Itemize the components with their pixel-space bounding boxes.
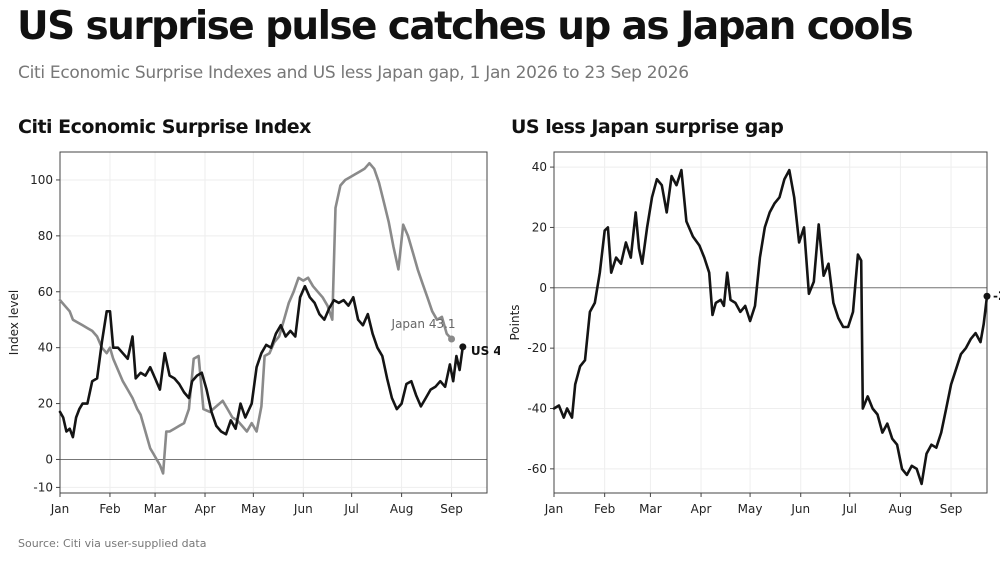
- y-tick-label: 20: [532, 220, 547, 234]
- x-tick-label: Apr: [195, 502, 216, 516]
- x-tick-label: Feb: [99, 502, 120, 516]
- x-tick-label: Jan: [50, 502, 70, 516]
- y-axis-title: Points: [508, 304, 522, 340]
- japan-end-label: Japan 43.1: [391, 317, 456, 331]
- y-tick-label: 20: [38, 397, 53, 411]
- chart-title: US surprise pulse catches up as Japan co…: [17, 4, 914, 49]
- y-tick-label: -40: [527, 402, 547, 416]
- left-panel-title: Citi Economic Surprise Index: [18, 116, 311, 138]
- x-tick-label: Aug: [390, 502, 413, 516]
- x-tick-label: Sep: [940, 502, 963, 516]
- plot-frame: [553, 151, 988, 494]
- japan-end-point: [448, 335, 456, 343]
- x-tick-label: Aug: [889, 502, 912, 516]
- y-tick-label: 0: [539, 281, 547, 295]
- gap-end-label: -2.8: [993, 289, 1000, 303]
- y-tick-label: 80: [38, 229, 53, 243]
- japan-series-line: [58, 161, 453, 475]
- y-tick-label: 40: [38, 341, 53, 355]
- y-tick-label: 100: [30, 173, 53, 187]
- gap-end-point: [983, 292, 991, 300]
- plot-frame: [59, 151, 488, 494]
- us-end-point: [459, 343, 467, 351]
- x-tick-label: Mar: [144, 502, 167, 516]
- x-tick-label: Feb: [594, 502, 615, 516]
- gap-series-line: [552, 168, 989, 486]
- y-tick-label: 40: [532, 160, 547, 174]
- x-tick-label: Jan: [544, 502, 564, 516]
- x-tick-label: Jul: [842, 502, 857, 516]
- x-tick-label: Jun: [790, 502, 810, 516]
- y-axis-title: Index level: [7, 290, 21, 355]
- y-tick-label: 0: [45, 452, 53, 466]
- x-tick-label: Jul: [343, 502, 358, 516]
- y-tick-label: -60: [527, 462, 547, 476]
- gap-chart: -60 -40 -20 0 20 40 Jan Feb Mar Apr May Jun Jul Aug Se…: [508, 151, 1000, 516]
- x-tick-label: May: [241, 502, 266, 516]
- chart-subtitle: Citi Economic Surprise Indexes and US le…: [18, 63, 689, 83]
- y-tick-label: -10: [33, 480, 53, 494]
- surprise-index-chart: -10 0 20 40 60 80 100 Jan Feb Mar Apr May Jun Jul Aug S…: [7, 151, 500, 516]
- us-series-line: [58, 284, 465, 439]
- us-end-label: US 40.3: [471, 344, 500, 358]
- x-tick-label: May: [738, 502, 763, 516]
- x-tick-label: Apr: [691, 502, 712, 516]
- right-panel-title: US less Japan surprise gap: [511, 116, 784, 138]
- x-tick-label: Sep: [440, 502, 463, 516]
- x-tick-label: Mar: [639, 502, 662, 516]
- y-tick-label: -20: [527, 341, 547, 355]
- y-tick-label: 60: [38, 285, 53, 299]
- x-tick-label: Jun: [293, 502, 313, 516]
- source-note: Source: Citi via user-supplied data: [18, 537, 207, 550]
